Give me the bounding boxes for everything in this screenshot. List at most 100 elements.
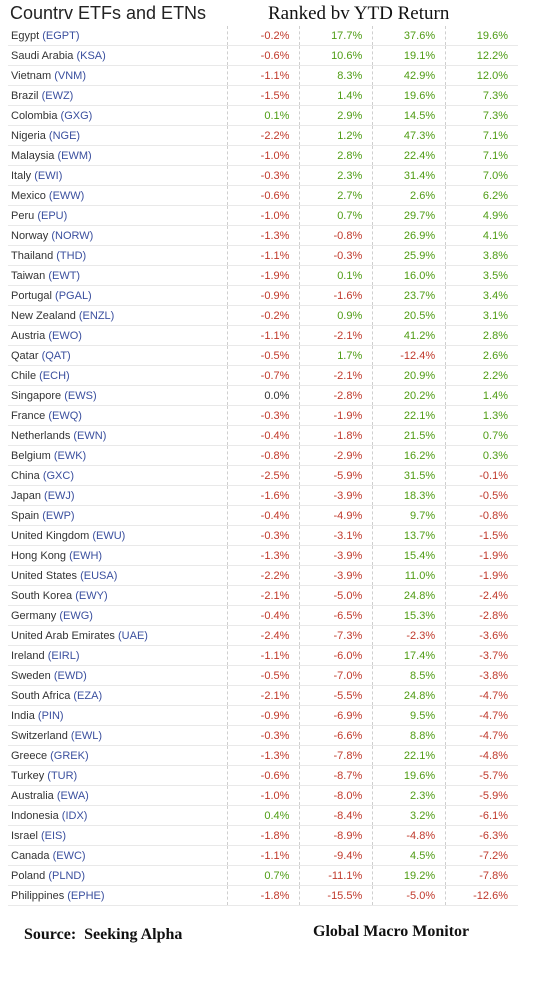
table-row: France (EWQ) -0.3% -1.9% 22.1% 1.3% — [8, 405, 518, 426]
ticker-symbol: (EWC) — [52, 849, 86, 862]
return-value-col1: -0.8% — [226, 445, 300, 466]
country-name: Austria — [11, 329, 46, 342]
table-row: Colombia (GXG) 0.1% 2.9% 14.5% 7.3% — [8, 105, 518, 126]
return-value-col2: -5.0% — [299, 585, 373, 606]
country-name: Poland — [11, 869, 46, 882]
return-value-col1: -2.1% — [226, 585, 300, 606]
return-value-col1: -0.3% — [226, 405, 300, 426]
country-name: United Kingdom — [11, 529, 90, 542]
return-value-col2: -8.0% — [299, 785, 373, 806]
ticker-symbol: (EWW) — [48, 189, 85, 202]
return-value-col4: 2.2% — [445, 365, 518, 386]
country-name: Portugal — [11, 289, 52, 302]
return-value-col2: -3.9% — [299, 565, 373, 586]
ticker-symbol: (EWG) — [59, 609, 93, 622]
country-name: Belgium — [11, 449, 51, 462]
ticker-symbol: (ECH) — [39, 369, 70, 382]
country-name: Qatar — [11, 349, 39, 362]
return-value-col4: -4.8% — [445, 745, 518, 766]
table-row: Peru (EPU) -1.0% 0.7% 29.7% 4.9% — [8, 205, 518, 226]
return-value-col3: 26.9% — [372, 225, 446, 246]
return-value-col3: 2.3% — [372, 785, 446, 806]
ticker-symbol: (EWA) — [56, 789, 89, 802]
table-row: Saudi Arabia (KSA) -0.6% 10.6% 19.1% 12.2% — [8, 45, 518, 66]
country-name: Hong Kong — [11, 549, 67, 562]
etf-table-body: Egypt (EGPT) -0.2% 17.7% 37.6% 19.6% Saudi Ar… — [8, 26, 518, 906]
country-name: South Korea — [11, 589, 73, 602]
return-value-col3: 14.5% — [372, 105, 446, 126]
return-value-col2: 8.3% — [299, 65, 373, 86]
table-row: Thailand (THD) -1.1% -0.3% 25.9% 3.8% — [8, 245, 518, 266]
return-value-col2: 1.7% — [299, 345, 373, 366]
return-value-col1: -1.0% — [226, 205, 300, 226]
return-value-col1: -0.4% — [226, 425, 300, 446]
return-value-col1: 0.1% — [226, 105, 300, 126]
table-row: India (PIN) -0.9% -6.9% 9.5% -4.7% — [8, 705, 518, 726]
country-name: Nigeria — [11, 129, 46, 142]
table-row: Norway (NORW) -1.3% -0.8% 26.9% 4.1% — [8, 225, 518, 246]
table-title: Countrv ETFs and ETNs — [10, 3, 207, 23]
country-name: United States — [11, 569, 78, 582]
country-name: Chile — [11, 369, 37, 382]
table-row: Qatar (QAT) -0.5% 1.7% -12.4% 2.6% — [8, 345, 518, 366]
ticker-symbol: (EWN) — [73, 429, 107, 442]
return-value-col1: -0.3% — [226, 165, 300, 186]
ticker-symbol: (GXC) — [42, 469, 74, 482]
return-value-col3: 24.8% — [372, 585, 446, 606]
return-value-col1: 0.0% — [226, 385, 300, 406]
country-cell: Spain (EWP) — [8, 505, 228, 526]
return-value-col1: -0.5% — [226, 345, 300, 366]
country-name: Malaysia — [11, 149, 55, 162]
ticker-symbol: (GREK) — [50, 749, 89, 762]
table-row: United Kingdom (EWU) -0.3% -3.1% 13.7% -1.5% — [8, 525, 518, 546]
return-value-col1: -0.4% — [226, 505, 300, 526]
ticker-symbol: (EWT) — [48, 269, 81, 282]
table-row: Taiwan (EWT) -1.9% 0.1% 16.0% 3.5% — [8, 265, 518, 286]
table-row: Egypt (EGPT) -0.2% 17.7% 37.6% 19.6% — [8, 26, 518, 46]
country-cell: Netherlands (EWN) — [8, 425, 228, 446]
country-cell: Japan (EWJ) — [8, 485, 228, 506]
return-value-col4: -1.9% — [445, 565, 518, 586]
return-value-col3: 31.4% — [372, 165, 446, 186]
return-value-col1: -0.9% — [226, 705, 300, 726]
country-name: Japan — [11, 489, 41, 502]
return-value-col4: 4.9% — [445, 205, 518, 226]
country-cell: Indonesia (IDX) — [8, 805, 228, 826]
country-cell: Canada (EWC) — [8, 845, 228, 866]
return-value-col2: -2.1% — [299, 365, 373, 386]
country-cell: Australia (EWA) — [8, 785, 228, 806]
return-value-col2: 10.6% — [299, 45, 373, 66]
return-value-col3: 17.4% — [372, 645, 446, 666]
table-row: Japan (EWJ) -1.6% -3.9% 18.3% -0.5% — [8, 485, 518, 506]
return-value-col4: 1.4% — [445, 385, 518, 406]
return-value-col1: -1.3% — [226, 545, 300, 566]
return-value-col3: 15.4% — [372, 545, 446, 566]
return-value-col1: -0.6% — [226, 185, 300, 206]
return-value-col4: -6.1% — [445, 805, 518, 826]
return-value-col2: -3.1% — [299, 525, 373, 546]
return-value-col4: -0.1% — [445, 465, 518, 486]
country-cell: Qatar (QAT) — [8, 345, 228, 366]
ranking-subtitle: Ranked bv YTD Return — [268, 3, 450, 24]
country-name: Ireland — [11, 649, 45, 662]
country-name: South Africa — [11, 689, 71, 702]
return-value-col4: 7.3% — [445, 105, 518, 126]
ticker-symbol: (ENZL) — [78, 309, 115, 322]
return-value-col4: -3.7% — [445, 645, 518, 666]
return-value-col1: -1.0% — [226, 145, 300, 166]
return-value-col3: 13.7% — [372, 525, 446, 546]
return-value-col2: -1.9% — [299, 405, 373, 426]
table-row: Turkey (TUR) -0.6% -8.7% 19.6% -5.7% — [8, 765, 518, 786]
country-cell: Brazil (EWZ) — [8, 85, 228, 106]
country-name: Norway — [11, 229, 49, 242]
return-value-col3: 41.2% — [372, 325, 446, 346]
country-name: Peru — [11, 209, 35, 222]
country-name: Netherlands — [11, 429, 71, 442]
return-value-col4: -4.7% — [445, 685, 518, 706]
return-value-col2: -0.3% — [299, 245, 373, 266]
ticker-symbol: (PLND) — [48, 869, 85, 882]
country-cell: New Zealand (ENZL) — [8, 305, 228, 326]
return-value-col2: -6.9% — [299, 705, 373, 726]
table-row: New Zealand (ENZL) -0.2% 0.9% 20.5% 3.1% — [8, 305, 518, 326]
return-value-col3: -2.3% — [372, 625, 446, 646]
